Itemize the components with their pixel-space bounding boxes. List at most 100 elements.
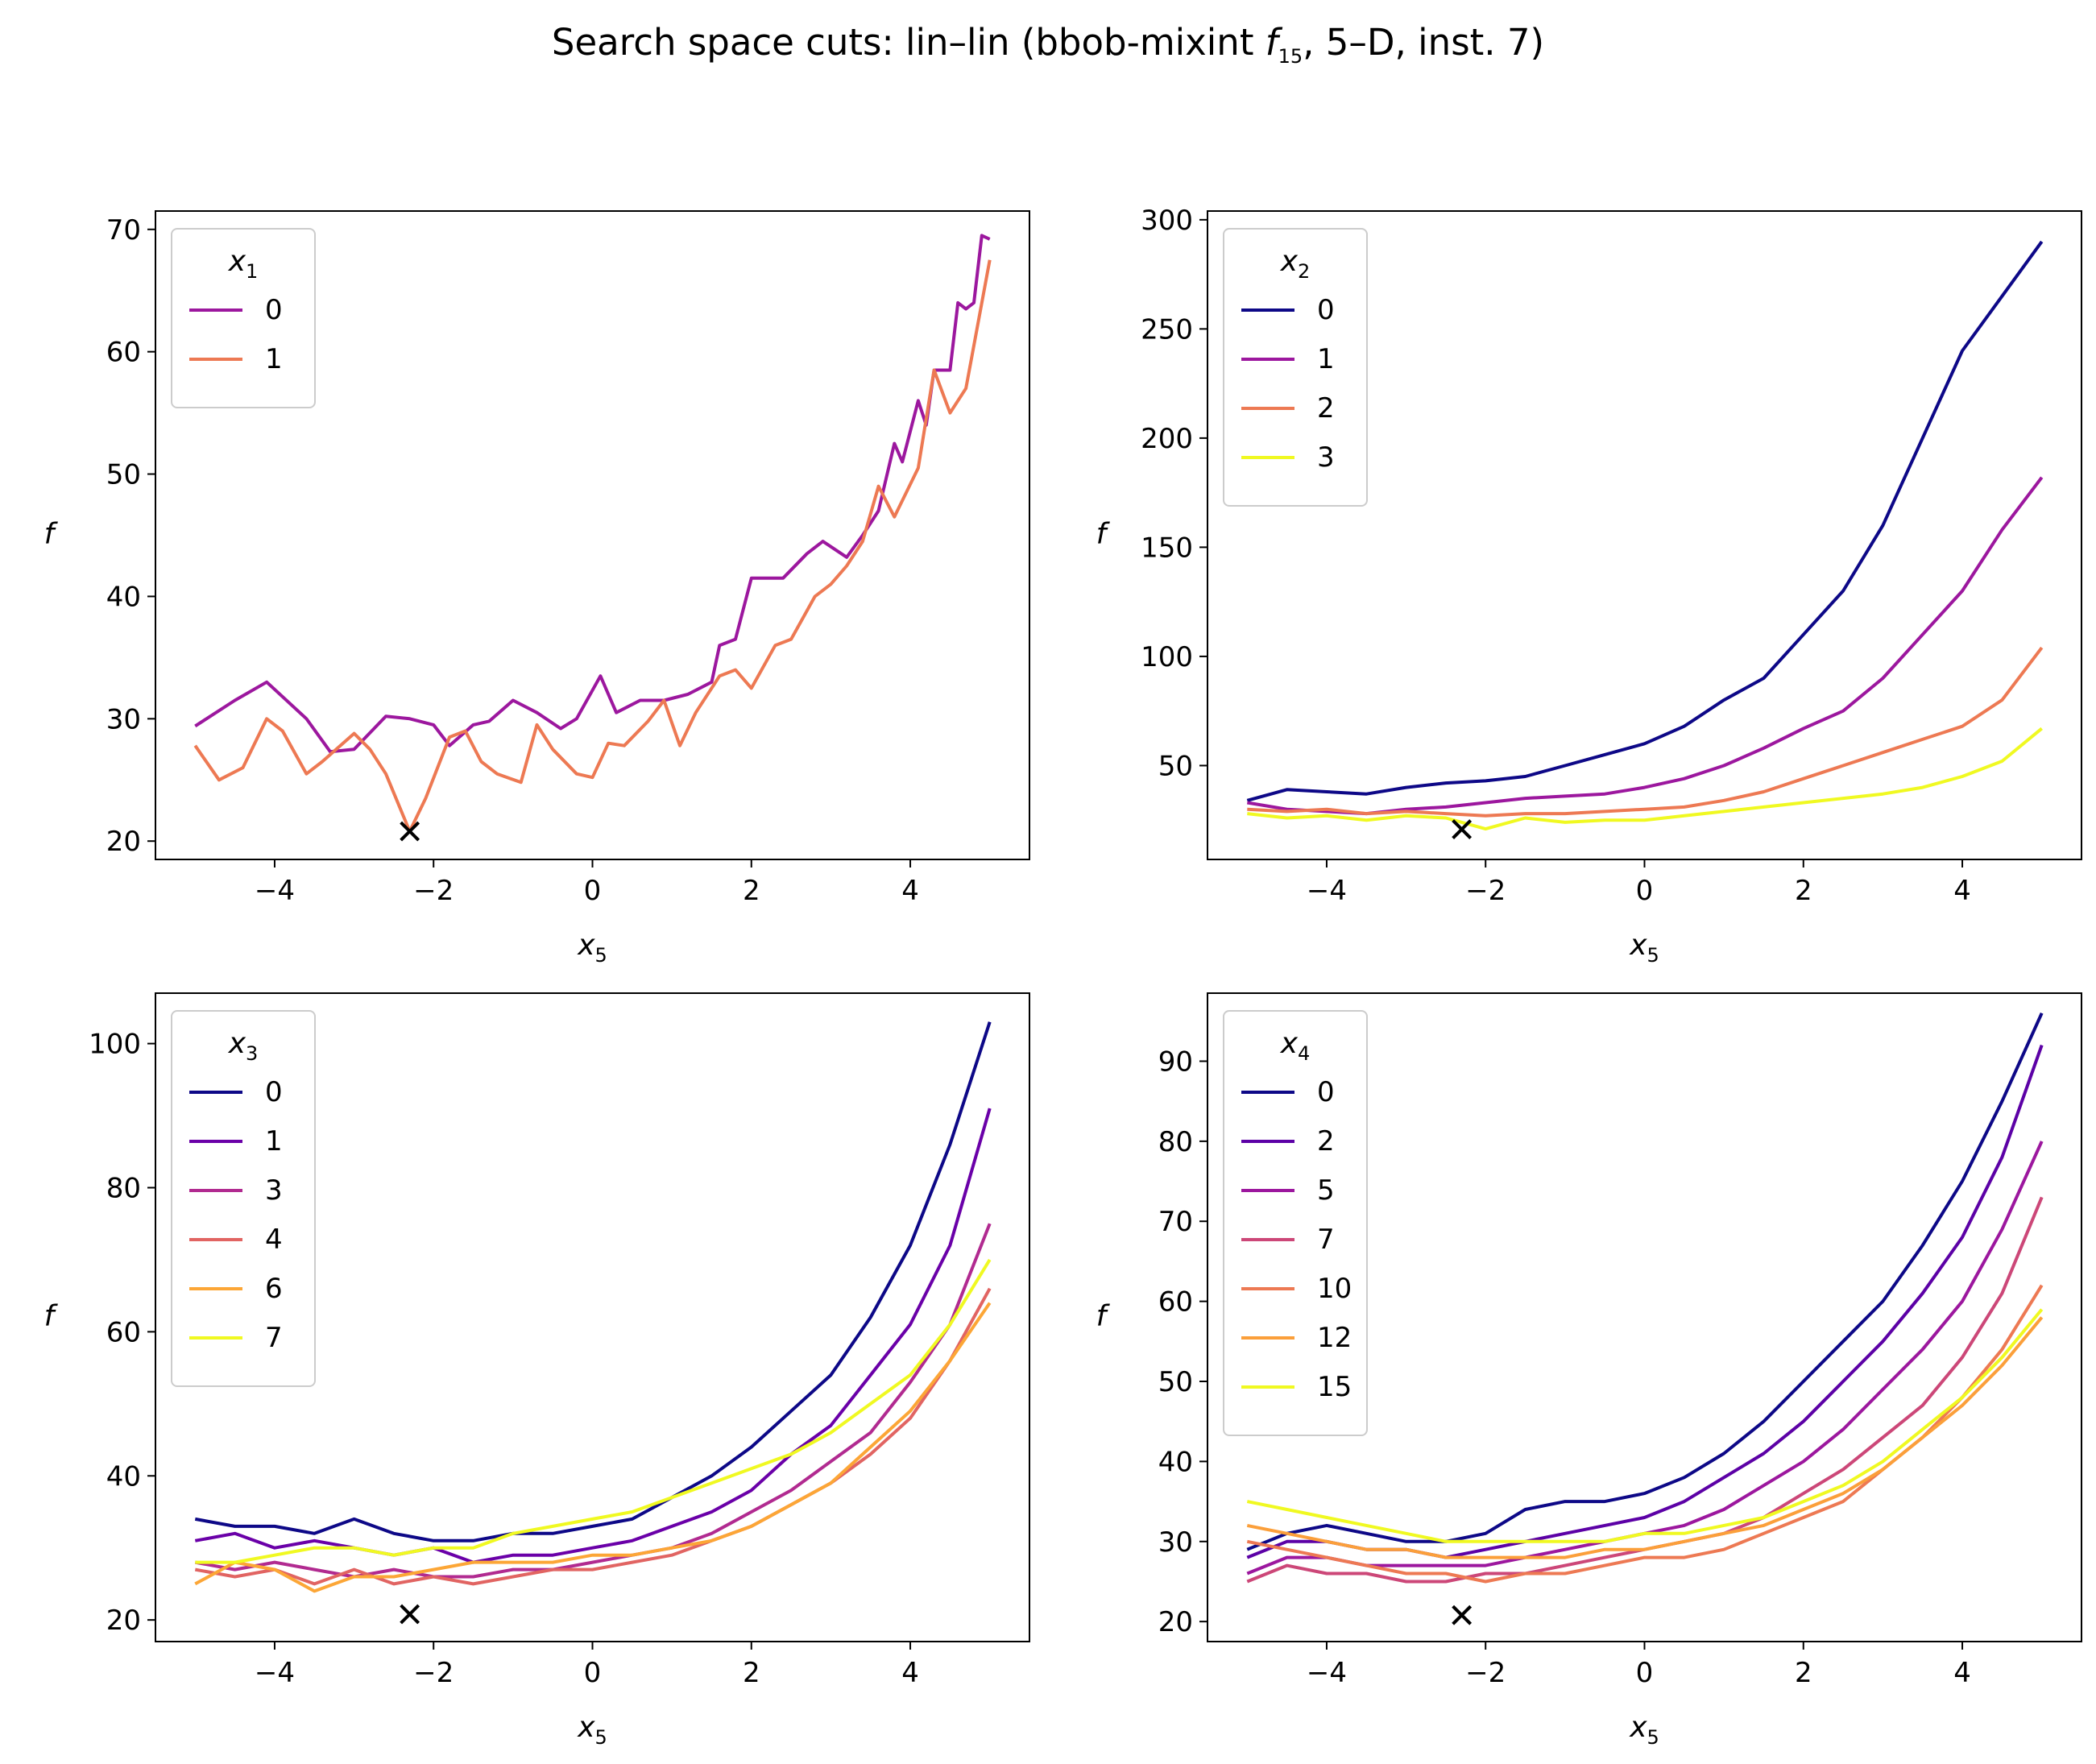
- y-tick-label: 60: [106, 1316, 141, 1348]
- x-tick-label: 2: [1795, 875, 1812, 907]
- y-tick-label: 30: [1158, 1526, 1193, 1559]
- legend-title-sub: 2: [1298, 260, 1310, 283]
- marker-stroke: [400, 1604, 420, 1625]
- legend-label: 2: [1317, 1125, 1335, 1157]
- x-tick-label: −2: [413, 875, 454, 907]
- x-tick-label: 0: [584, 875, 602, 907]
- y-tick-label: 70: [106, 214, 141, 246]
- legend-label: 5: [1317, 1174, 1335, 1207]
- x-axis-label-sub: 5: [595, 944, 607, 967]
- y-tick-label: 50: [106, 459, 141, 491]
- legend-label: 0: [1317, 1076, 1335, 1108]
- legend-label: 3: [265, 1174, 283, 1207]
- legend-item-2: 2: [1241, 1125, 1335, 1157]
- legend-item-1: 1: [189, 343, 283, 375]
- y-tick-label: 20: [106, 826, 141, 858]
- y-tick-label: 250: [1141, 313, 1193, 346]
- x-axis-label-var: x: [1629, 1711, 1647, 1744]
- legend-box: [1223, 228, 1368, 507]
- legend-label: 0: [265, 1076, 283, 1108]
- x-axis-label: x5: [577, 929, 607, 967]
- x-tick-label: −4: [1307, 1657, 1347, 1689]
- legend-label: 0: [1317, 294, 1335, 326]
- minimum-marker: [400, 821, 420, 842]
- legend-label: 12: [1317, 1322, 1352, 1354]
- x-axis-label: x5: [577, 1711, 607, 1749]
- x-tick-label: 4: [901, 1657, 919, 1689]
- x-axis-label-var: x: [577, 929, 595, 962]
- y-tick-label: 150: [1141, 532, 1193, 564]
- series-lines: [1246, 240, 2044, 831]
- series-line-2: [1247, 646, 2044, 818]
- x-axis-label-var: x: [577, 1711, 595, 1744]
- x-axis-label-sub: 5: [1647, 944, 1659, 967]
- legend-label: 6: [265, 1273, 283, 1305]
- legend-item-2: 2: [1241, 392, 1335, 424]
- y-tick-label: 100: [89, 1029, 141, 1061]
- x-tick-label: −2: [1465, 875, 1506, 907]
- x-axis-label-sub: 5: [595, 1726, 607, 1749]
- legend-title: x2: [1280, 245, 1311, 283]
- x-tick-label: 4: [1953, 1657, 1971, 1689]
- marker-stroke: [1452, 1605, 1473, 1625]
- legend-item-1: 1: [189, 1125, 283, 1157]
- legend-item-7: 7: [189, 1322, 283, 1354]
- series-line-0: [1246, 1012, 2044, 1551]
- legend-label: 15: [1317, 1371, 1352, 1403]
- y-tick-label: 40: [1158, 1446, 1193, 1478]
- figure-title: Search space cuts: lin–lin (bbob-mixint …: [552, 21, 1544, 68]
- x-tick-label: 0: [1636, 875, 1654, 907]
- x-tick-label: 2: [743, 1657, 760, 1689]
- y-tick-label: 40: [106, 1460, 141, 1493]
- series-lines: [194, 1021, 992, 1593]
- series-line-3: [194, 1223, 992, 1579]
- x-tick-label: −4: [1307, 875, 1347, 907]
- marker-stroke: [1452, 819, 1473, 840]
- legend-label: 1: [265, 1125, 283, 1157]
- legend-item-0: 0: [1241, 294, 1335, 326]
- x-axis-label: x5: [1629, 929, 1659, 967]
- series-line-3: [1247, 727, 2043, 831]
- y-tick-label: 60: [106, 337, 141, 369]
- legend-item-0: 0: [189, 294, 283, 326]
- legend-item-5: 5: [1241, 1174, 1335, 1207]
- y-tick-label: 200: [1141, 423, 1193, 455]
- marker-stroke: [400, 821, 420, 842]
- y-tick-label: 50: [1158, 1366, 1193, 1398]
- y-tick-label: 20: [106, 1605, 141, 1637]
- series-lines: [1246, 1012, 2044, 1584]
- legend-label: 7: [1317, 1224, 1335, 1256]
- y-tick-label: 20: [1158, 1606, 1193, 1638]
- legend-title: x3: [228, 1027, 259, 1065]
- legend-item-10: 10: [1241, 1273, 1352, 1305]
- legend-label: 1: [265, 343, 283, 375]
- legend-title-sub: 1: [246, 260, 258, 283]
- legend-label: 0: [265, 294, 283, 326]
- series-line-1: [193, 259, 992, 834]
- y-tick-label: 70: [1158, 1206, 1193, 1238]
- legend-item-7: 7: [1241, 1224, 1335, 1256]
- legend-item-15: 15: [1241, 1371, 1352, 1403]
- legend-item-0: 0: [1241, 1076, 1335, 1108]
- y-tick-label: 80: [106, 1173, 141, 1205]
- legend-title-sub: 3: [246, 1042, 258, 1065]
- legend-title-var: x: [1280, 245, 1299, 278]
- legend-label: 10: [1317, 1273, 1352, 1305]
- series-lines: [193, 234, 992, 834]
- y-tick-label: 30: [106, 703, 141, 735]
- y-tick-label: 80: [1158, 1126, 1193, 1158]
- legend-item-3: 3: [189, 1174, 283, 1207]
- minimum-marker: [400, 1604, 420, 1625]
- legend: x40 2 5 7 10 12 15: [1223, 1010, 1368, 1436]
- series-line-12: [1246, 1316, 2044, 1559]
- legend-label: 3: [1317, 441, 1335, 474]
